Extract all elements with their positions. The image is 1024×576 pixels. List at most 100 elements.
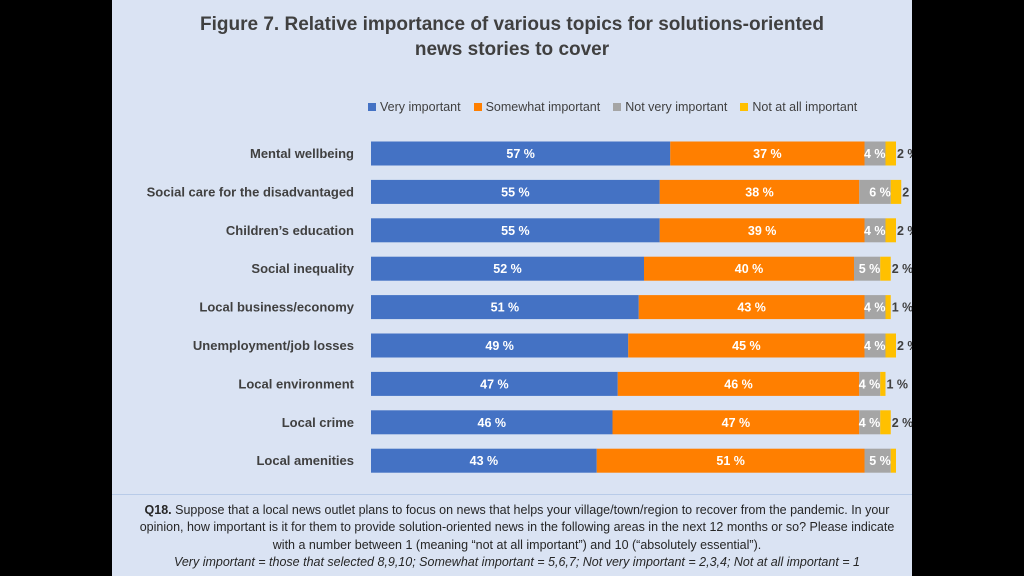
bar-segment <box>885 218 896 243</box>
bar-segment <box>596 448 865 473</box>
category-label: Social care for the disadvantaged <box>147 184 354 199</box>
data-label: 43 % <box>470 454 499 468</box>
bar-segment <box>859 410 881 435</box>
legend-item-not-very-important: Not very important <box>613 100 727 114</box>
category-label: Mental wellbeing <box>250 146 354 161</box>
bar-segment <box>371 256 644 281</box>
bar-segment <box>670 141 865 166</box>
data-label: 4 % <box>859 377 881 391</box>
legend-swatch <box>740 103 749 111</box>
data-label: 2 % <box>897 224 912 238</box>
bar-segment <box>880 256 891 281</box>
bar-segment <box>644 256 854 281</box>
bar-segment <box>659 179 860 204</box>
chart-title-line-2: news stories to cover <box>414 39 610 60</box>
bar-segment <box>628 333 865 358</box>
bar-segment <box>864 218 886 243</box>
data-label: 40 % <box>735 262 764 276</box>
bar-segment <box>371 218 660 243</box>
category-label: Local environment <box>238 376 354 391</box>
bar-segment <box>885 333 896 358</box>
bar-segment <box>612 410 860 435</box>
bar-segment <box>880 410 891 435</box>
bar-segment <box>371 141 671 166</box>
data-label: 43 % <box>737 301 766 315</box>
data-label: 51 % <box>716 454 745 468</box>
chart-legend: Very important Somewhat important Not ve… <box>368 99 870 115</box>
legend-label: Somewhat important <box>485 100 601 114</box>
data-label: 5 % <box>869 454 891 468</box>
data-label: 2 % <box>897 339 912 353</box>
chart-title: Figure 7. Relative importance of various… <box>112 12 912 62</box>
data-label: 51 % <box>491 301 520 315</box>
data-label: 1 % <box>892 301 912 315</box>
legend-label: Not very important <box>625 100 728 114</box>
question-definitions: Very important = those that selected 8,9… <box>173 555 860 570</box>
bar-segment <box>854 256 881 281</box>
data-label: 4 % <box>864 301 886 315</box>
bar-segment <box>371 333 629 358</box>
bar-segment <box>864 448 891 473</box>
category-label: Social inequality <box>251 261 354 276</box>
data-label: 55 % <box>501 185 530 199</box>
question-text: Suppose that a local news outlet plans t… <box>139 503 895 552</box>
bar-segment <box>371 179 660 204</box>
data-label: 49 % <box>485 339 514 353</box>
data-label: 2 % <box>897 147 912 161</box>
bar-segment <box>371 371 618 396</box>
data-label: 55 % <box>501 224 530 238</box>
bar-segment <box>864 333 886 358</box>
legend-item-very-important: Very important <box>368 100 461 114</box>
data-label: 2 % <box>892 416 912 430</box>
chart-title-line-1: Figure 7. Relative importance of various… <box>200 14 824 35</box>
data-label: 4 % <box>864 339 886 353</box>
data-label: 57 % <box>506 147 535 161</box>
category-label: Local business/economy <box>199 300 354 315</box>
question-footnote: Q18. Suppose that a local news outlet pl… <box>132 502 902 572</box>
legend-swatch <box>368 103 376 111</box>
data-label: 38 % <box>745 185 774 199</box>
bar-segment <box>638 295 865 320</box>
legend-swatch <box>473 103 482 111</box>
slide: Figure 7. Relative importance of various… <box>112 0 912 576</box>
legend-swatch <box>613 103 622 111</box>
bar-segment <box>371 448 597 473</box>
data-label: 52 % <box>493 262 522 276</box>
bar-segment <box>885 295 891 320</box>
bar-segment <box>859 179 891 204</box>
divider <box>112 494 912 495</box>
category-label: Children’s education <box>226 223 354 238</box>
question-label: Q18. <box>144 503 172 517</box>
data-label: 39 % <box>748 224 777 238</box>
legend-label: Not at all important <box>752 100 858 114</box>
bar-segment <box>659 218 865 243</box>
data-label: 4 % <box>864 224 886 238</box>
data-label: 4 % <box>859 416 881 430</box>
data-label: 4 % <box>864 147 886 161</box>
bar-segment <box>371 295 639 320</box>
data-label: 6 % <box>869 185 891 199</box>
data-label: 2 % <box>902 185 912 199</box>
legend-label: Very important <box>380 100 461 114</box>
bar-segment <box>859 371 881 396</box>
bar-segment <box>885 141 896 166</box>
bar-segment <box>617 371 860 396</box>
legend-item-not-at-all-important: Not at all important <box>740 100 857 114</box>
data-label: 2 % <box>892 262 912 276</box>
bar-segment <box>371 410 613 435</box>
legend-item-somewhat-important: Somewhat important <box>473 100 601 114</box>
bar-segment <box>864 295 886 320</box>
data-label: 46 % <box>724 377 753 391</box>
stacked-bar-chart: Mental wellbeing 57 % 37 % 4 % 2 % Social car… <box>147 141 912 473</box>
bar-segment <box>890 448 896 473</box>
data-label: 46 % <box>478 416 507 430</box>
data-label: 1 % <box>887 377 909 391</box>
data-label: 45 % <box>732 339 761 353</box>
data-label: 5 % <box>859 262 881 276</box>
data-label: 37 % <box>753 147 782 161</box>
bar-segment <box>864 141 886 166</box>
data-label: 47 % <box>480 377 509 391</box>
category-label: Local crime <box>282 415 354 430</box>
category-label: Unemployment/job losses <box>193 338 354 353</box>
bar-segment <box>880 371 886 396</box>
